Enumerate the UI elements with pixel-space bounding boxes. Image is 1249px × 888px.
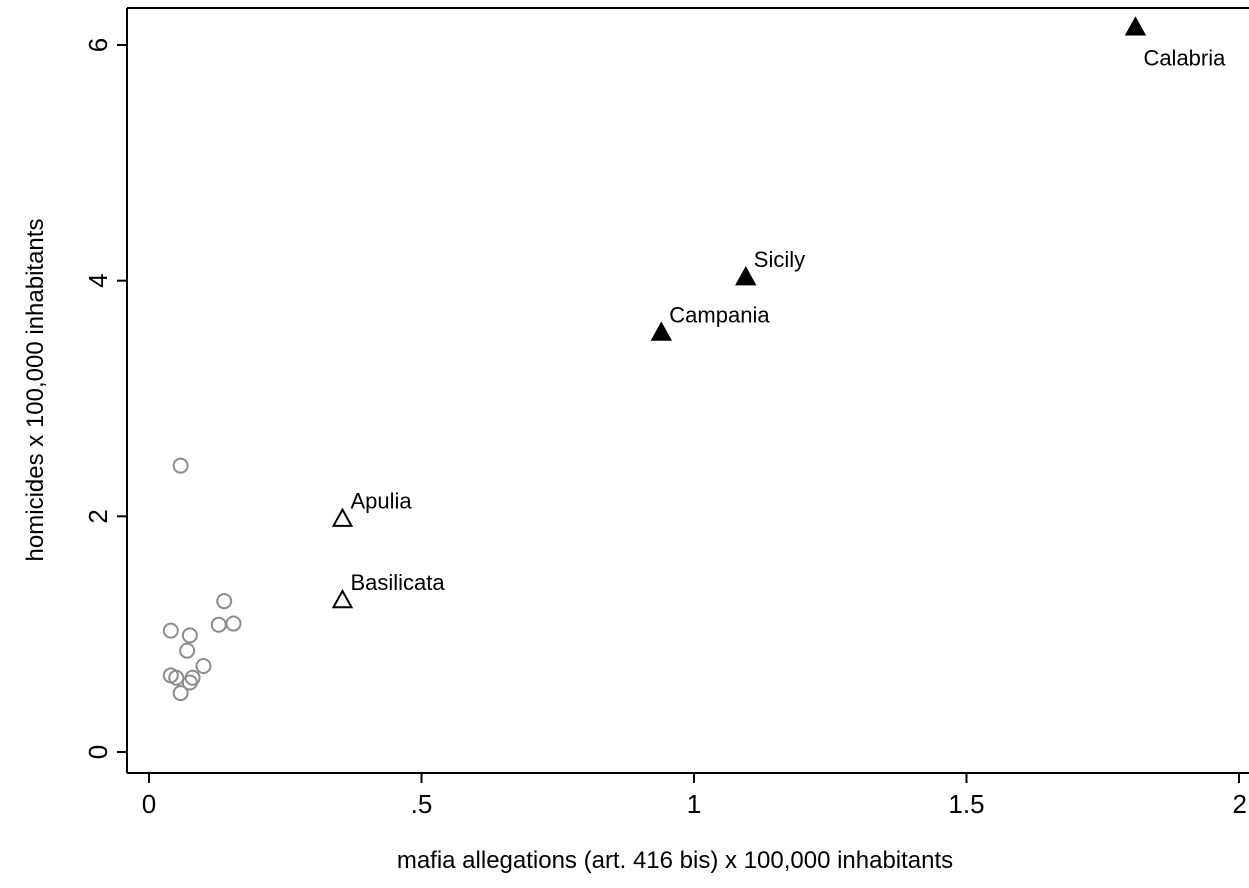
data-point-circle: [179, 642, 196, 659]
data-point-circle: [225, 615, 242, 632]
data-point-circle: [210, 616, 227, 633]
data-point-circle: [195, 657, 212, 674]
data-point-filled-triangle: [1124, 16, 1147, 36]
data-point-circle: [184, 669, 201, 686]
x-tick-label: 2: [1233, 789, 1247, 819]
x-tick-label: 1: [687, 789, 701, 819]
x-axis-ticks: 0 .5 1 1.5 2: [142, 773, 1247, 819]
data-point-hollow-triangle: [331, 507, 354, 527]
data-point-circle: [172, 457, 189, 474]
y-axis-label: homicides x 100,000 inhabitants: [22, 219, 49, 562]
y-axis-ticks: 0 2 4 6: [83, 38, 127, 759]
y-tick-label: 2: [83, 509, 113, 523]
data-point-hollow-triangle: [331, 588, 354, 609]
x-tick-label: .5: [411, 789, 433, 819]
point-label: Apulia: [350, 489, 412, 514]
y-tick-label: 0: [83, 745, 113, 759]
data-point-filled-triangle: [650, 321, 672, 341]
data-point-filled-triangle: [735, 266, 757, 286]
point-label: Basilicata: [350, 570, 445, 595]
data-point-circle: [168, 669, 185, 686]
data-point-circle: [162, 622, 179, 639]
data-point-circle: [172, 685, 189, 702]
data-points: Apulia Basilicata Calabria Sicily Campania: [162, 16, 1226, 702]
y-tick-label: 6: [83, 38, 113, 52]
point-label: Sicily: [754, 247, 805, 272]
point-label: Calabria: [1143, 45, 1226, 70]
x-axis-label: mafia allegations (art. 416 bis) x 100,0…: [397, 847, 953, 874]
x-tick-label: 0: [142, 789, 156, 819]
y-tick-label: 4: [83, 273, 113, 287]
data-point-circle: [181, 627, 198, 644]
data-point-circle: [216, 593, 233, 610]
point-label: Campania: [669, 303, 770, 328]
x-tick-label: 1.5: [948, 789, 984, 819]
